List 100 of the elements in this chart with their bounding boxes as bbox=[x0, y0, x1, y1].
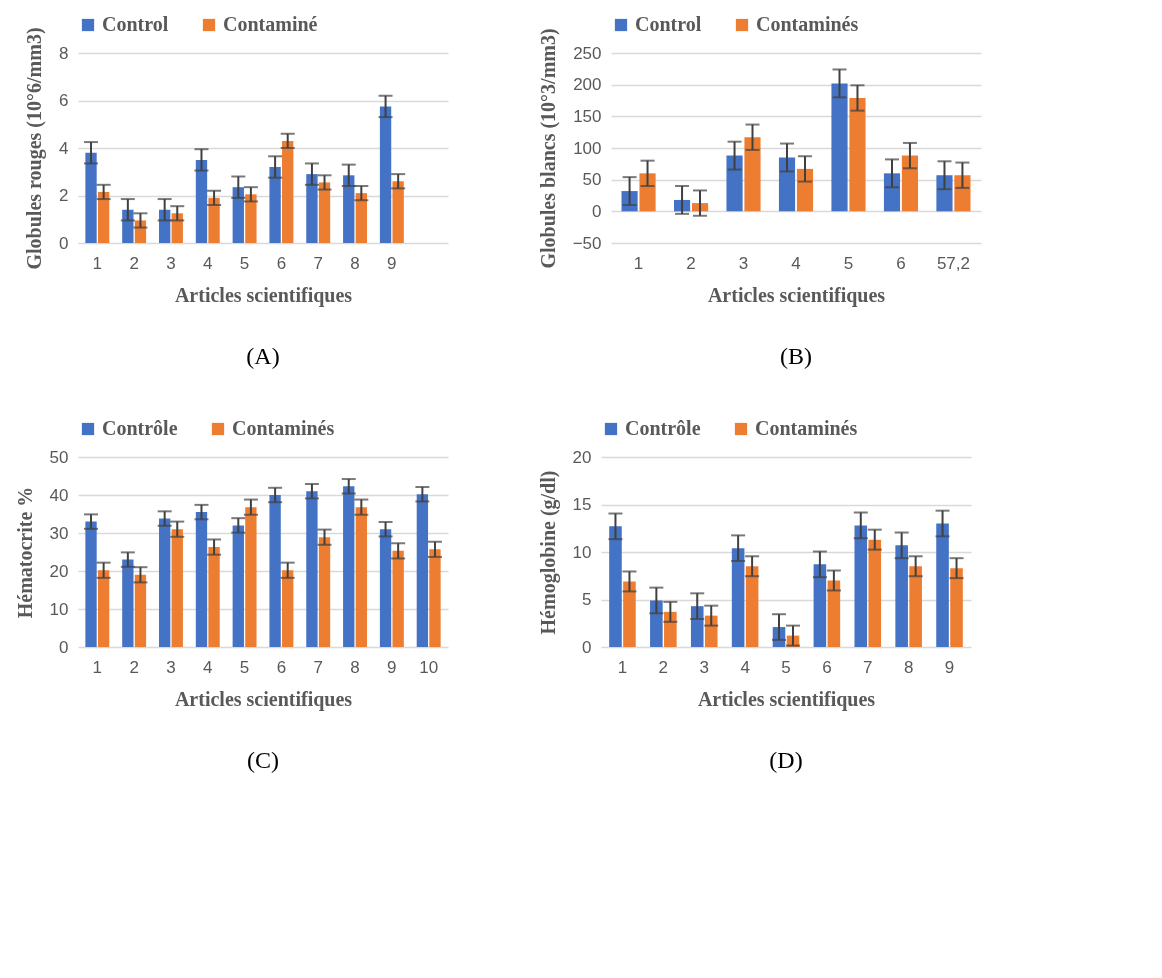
text: (B) bbox=[780, 343, 812, 369]
x-tick-label: 9 bbox=[944, 657, 955, 677]
bar bbox=[392, 550, 404, 647]
bar bbox=[195, 159, 208, 243]
bar bbox=[868, 539, 882, 647]
bar bbox=[726, 155, 743, 212]
bar bbox=[744, 137, 761, 212]
bar bbox=[171, 529, 183, 647]
bar bbox=[379, 106, 392, 243]
bar bbox=[416, 494, 429, 647]
bar bbox=[355, 507, 367, 647]
legend-label: Contaminé bbox=[223, 13, 318, 35]
bar bbox=[85, 152, 97, 243]
y-tick-label: 50 bbox=[582, 170, 602, 190]
y-axis-title: Globules blancs (10°3/mm3) bbox=[536, 28, 560, 269]
legend-label: Control bbox=[102, 13, 169, 35]
x-tick-label: 2 bbox=[129, 253, 139, 273]
x-tick-label: 2 bbox=[686, 253, 696, 273]
y-axis-title: Hémoglobine (g/dl) bbox=[536, 470, 560, 635]
bar bbox=[831, 83, 848, 212]
y-tick-label: 20 bbox=[572, 447, 592, 467]
x-tick-label: 5 bbox=[239, 253, 250, 273]
x-tick-label: 4 bbox=[203, 253, 213, 273]
x-tick-label: 3 bbox=[738, 253, 749, 273]
y-tick-label: 0 bbox=[592, 201, 602, 221]
y-tick-label: 8 bbox=[59, 43, 69, 63]
x-tick-label: 9 bbox=[387, 253, 397, 273]
bar bbox=[895, 545, 908, 647]
x-tick-label: 3 bbox=[166, 657, 176, 677]
bar bbox=[664, 611, 677, 647]
text: (C) bbox=[247, 747, 279, 773]
x-tick-label: 1 bbox=[633, 253, 644, 273]
x-tick-label: 6 bbox=[896, 253, 906, 273]
bar bbox=[745, 566, 759, 647]
x-tick-label: 1 bbox=[92, 657, 103, 677]
bar bbox=[343, 486, 355, 647]
bar bbox=[282, 570, 294, 647]
x-tick-label: 7 bbox=[863, 657, 873, 677]
y-tick-label: 15 bbox=[572, 495, 592, 514]
bar bbox=[827, 580, 841, 647]
legend-label: Control bbox=[635, 13, 702, 35]
bar bbox=[954, 175, 971, 212]
x-tick-label: 3 bbox=[166, 253, 176, 273]
bar bbox=[778, 157, 796, 212]
legend-label: Contaminés bbox=[756, 13, 859, 35]
bar bbox=[609, 526, 622, 647]
x-tick-label: 5 bbox=[843, 253, 854, 273]
y-tick-label: −50 bbox=[572, 233, 602, 253]
bar bbox=[379, 529, 392, 647]
y-tick-label: 200 bbox=[573, 75, 602, 95]
x-tick-label: 4 bbox=[791, 253, 801, 273]
y-axis-title: Globules rouges (10°6/mm3) bbox=[23, 27, 47, 270]
x-tick-label: 5 bbox=[239, 657, 250, 677]
x-tick-label: 6 bbox=[822, 657, 832, 677]
bar bbox=[343, 175, 355, 243]
bar bbox=[134, 574, 147, 647]
bar bbox=[623, 581, 636, 647]
bar bbox=[849, 97, 866, 212]
x-axis-title: Articles scientifiques bbox=[697, 687, 876, 711]
bar bbox=[195, 512, 208, 647]
x-tick-label: 5 bbox=[781, 657, 791, 677]
bar bbox=[901, 155, 919, 212]
y-tick-label: 100 bbox=[573, 138, 602, 158]
legend-label: Contrôle bbox=[625, 417, 701, 439]
bar bbox=[318, 537, 331, 647]
y-tick-label: 150 bbox=[573, 106, 602, 126]
bar bbox=[318, 182, 331, 243]
x-tick-label: 6 bbox=[276, 253, 287, 273]
x-tick-label: 8 bbox=[350, 657, 360, 677]
y-tick-label: 50 bbox=[49, 447, 69, 467]
bar bbox=[639, 173, 656, 212]
bar bbox=[355, 193, 367, 243]
x-tick-label: 9 bbox=[387, 657, 397, 677]
x-tick-label: 8 bbox=[350, 253, 360, 273]
x-tick-label: 6 bbox=[276, 657, 287, 677]
bar bbox=[650, 600, 663, 647]
bar bbox=[282, 140, 294, 243]
x-tick-label: 3 bbox=[699, 657, 709, 677]
bar bbox=[245, 507, 257, 647]
bar bbox=[854, 525, 868, 647]
bar bbox=[306, 174, 318, 243]
x-tick-label: 7 bbox=[313, 657, 323, 677]
x-tick-label: 1 bbox=[92, 253, 103, 273]
bar bbox=[731, 548, 745, 647]
y-tick-label: 2 bbox=[59, 186, 69, 205]
legend-label: Contrôle bbox=[102, 417, 178, 439]
y-tick-label: 0 bbox=[59, 233, 69, 253]
y-tick-label: 10 bbox=[572, 542, 592, 562]
bar bbox=[796, 168, 814, 212]
y-tick-label: 20 bbox=[49, 561, 69, 581]
bar bbox=[429, 549, 441, 647]
bar bbox=[245, 194, 257, 243]
x-axis-title: Articles scientifiques bbox=[174, 687, 353, 711]
bar bbox=[690, 606, 704, 647]
y-tick-label: 30 bbox=[49, 523, 69, 543]
legend-label: Contaminés bbox=[232, 417, 335, 439]
legend-label: Contaminés bbox=[755, 417, 858, 439]
bar bbox=[208, 547, 220, 647]
x-tick-label: 2 bbox=[129, 657, 139, 677]
y-tick-label: 0 bbox=[582, 637, 592, 657]
